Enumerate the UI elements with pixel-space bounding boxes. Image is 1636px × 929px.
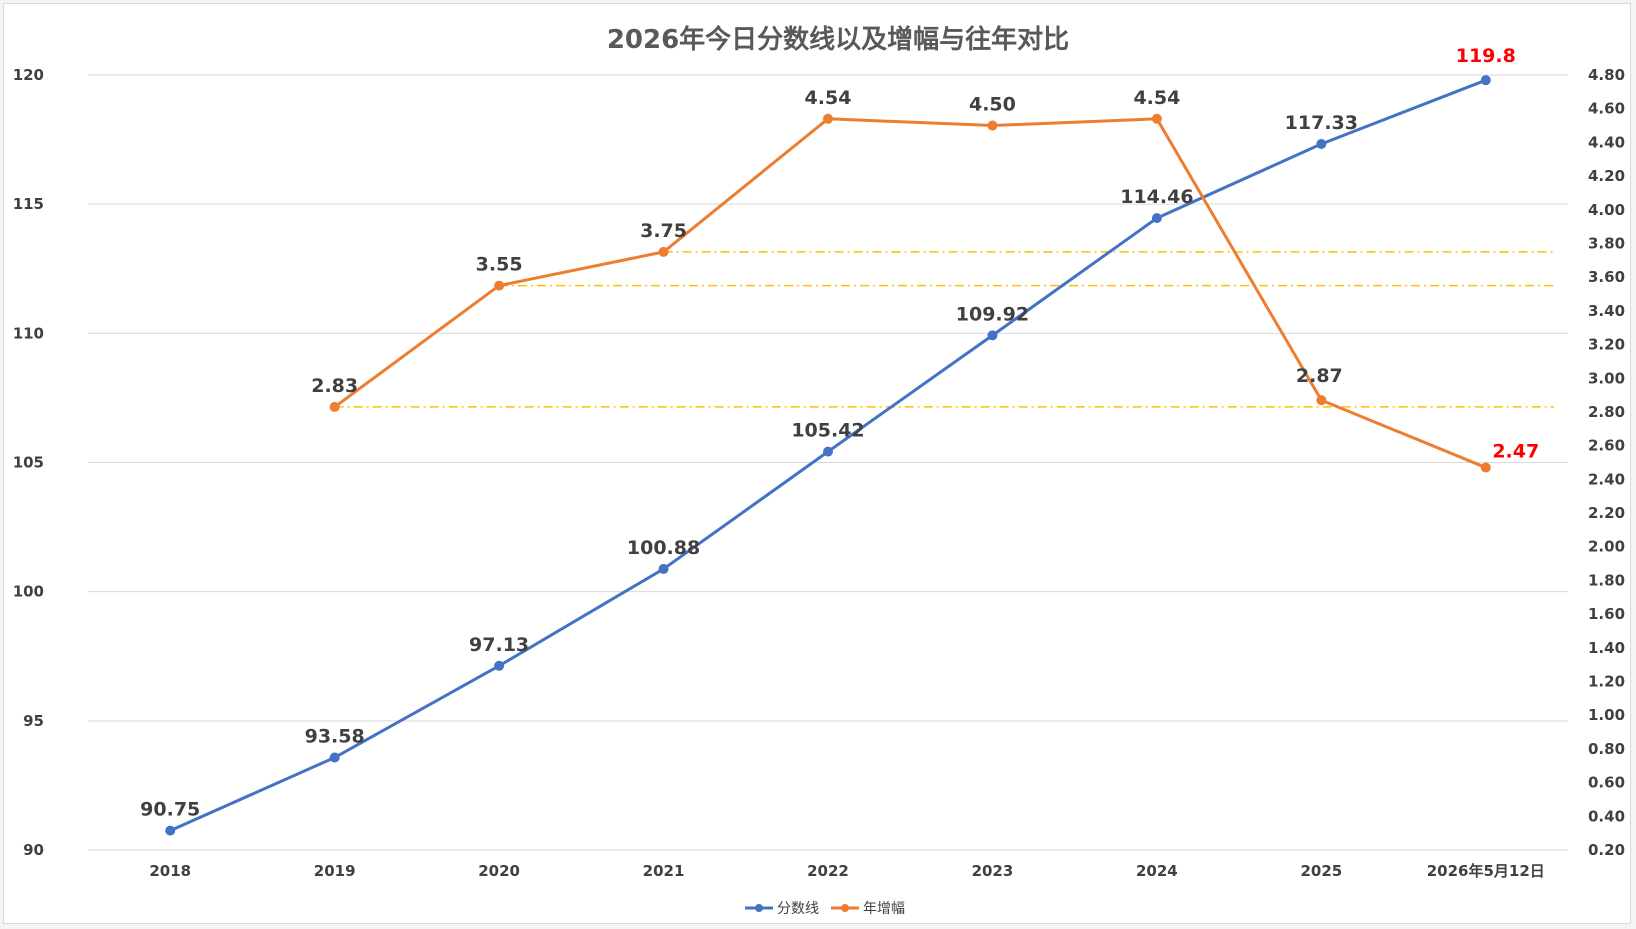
right-axis-tick-label: 0.20 [1588, 841, 1625, 859]
left-axis-tick-label: 120 [13, 66, 44, 84]
data-label: 2.83 [311, 375, 358, 397]
data-point [1480, 75, 1491, 86]
legend-marker [755, 904, 763, 912]
data-point [1151, 213, 1162, 224]
left-axis-tick-label: 105 [13, 454, 44, 472]
legend-label: 分数线 [777, 901, 819, 917]
right-axis-tick-label: 4.40 [1588, 133, 1625, 151]
data-label: 117.33 [1285, 112, 1358, 134]
legend-marker [841, 904, 849, 912]
left-axis-tick-label: 90 [23, 841, 44, 859]
x-axis-tick-label: 2019 [314, 862, 356, 880]
line-chart: 2026年今日分数线以及增幅与往年对比 9095100105110115120 … [13, 24, 1625, 917]
chart-frame: 2026年今日分数线以及增幅与往年对比 90 95 100 105 110 115 120 … [3, 3, 1631, 924]
data-label: 4.50 [969, 94, 1016, 116]
data-label: 3.75 [640, 220, 687, 242]
right-axis-tick-label: 4.80 [1588, 66, 1625, 84]
data-label: 4.54 [805, 87, 852, 109]
x-axis-tick-label: 2023 [972, 862, 1014, 880]
right-axis-tick-label: 1.80 [1588, 571, 1625, 589]
right-axis-tick-label: 3.20 [1588, 336, 1625, 354]
data-point [1151, 113, 1162, 124]
right-axis-tick-label: 1.00 [1588, 706, 1625, 724]
right-axis-tick-label: 4.60 [1588, 100, 1625, 118]
right-axis-tick-label: 2.20 [1588, 504, 1625, 522]
data-label: 105.42 [791, 420, 864, 442]
data-point [658, 246, 669, 257]
data-point [329, 752, 340, 763]
left-y-axis: 90 95 100 105 110 115 120 [13, 66, 44, 859]
legend-label: 年增幅 [863, 901, 905, 917]
right-axis-tick-label: 3.40 [1588, 302, 1625, 320]
data-point [165, 825, 176, 836]
right-axis-tick-label: 2.00 [1588, 538, 1625, 556]
right-axis-tick-label: 3.60 [1588, 268, 1625, 286]
data-label: 3.55 [476, 254, 523, 276]
x-axis-tick-label: 2025 [1300, 862, 1342, 880]
data-point [823, 113, 833, 124]
right-axis-tick-label: 3.80 [1588, 234, 1625, 252]
left-axis-tick-label: 110 [13, 324, 44, 342]
left-axis-tick-label: 100 [13, 583, 44, 601]
data-label: 97.13 [469, 634, 529, 656]
series-line [333, 117, 1487, 469]
data-label: 109.92 [956, 303, 1029, 325]
data-point [1316, 138, 1327, 149]
right-axis-tick-label: 3.00 [1588, 369, 1625, 387]
legend: 分数线 年增幅 [745, 901, 905, 917]
data-point [823, 446, 833, 457]
data-label: 90.75 [140, 799, 200, 821]
data-point [1480, 462, 1491, 473]
data-label: 119.8 [1456, 45, 1516, 67]
right-axis-tick-label: 4.20 [1588, 167, 1625, 185]
data-label: 2.87 [1296, 365, 1343, 387]
right-axis-tick-label: 2.80 [1588, 403, 1625, 421]
right-axis-tick-label: 1.20 [1588, 673, 1625, 691]
x-axis-tick-label: 2021 [643, 862, 685, 880]
x-axis-tick-label: 2024 [1136, 862, 1178, 880]
right-y-axis: 0.20 0.40 0.60 0.80 1.00 1.20 1.40 1.60 1.80 2.00… [1588, 66, 1625, 859]
left-axis-tick-label: 95 [23, 712, 44, 730]
right-axis-tick-label: 0.40 [1588, 807, 1625, 825]
right-axis-tick-label: 1.40 [1588, 639, 1625, 657]
right-axis-tick-label: 2.60 [1588, 437, 1625, 455]
data-point [1316, 395, 1327, 406]
data-label: 100.88 [627, 537, 700, 559]
chart-title: 2026年今日分数线以及增幅与往年对比 [607, 24, 1069, 55]
right-axis-tick-label: 2.40 [1588, 470, 1625, 488]
data-labels: 90.75 93.58 97.13 100.88 105.42 109.92 114.46 1… [140, 45, 1539, 820]
data-label: 4.54 [1133, 87, 1180, 109]
data-label: 93.58 [305, 726, 365, 748]
data-point [494, 660, 505, 671]
right-axis-tick-label: 1.60 [1588, 605, 1625, 623]
gridlines [88, 74, 1568, 851]
data-label: 114.46 [1120, 186, 1193, 208]
data-point [329, 401, 340, 412]
x-axis-tick-label: 2018 [149, 862, 191, 880]
x-axis-tick-label: 2020 [478, 862, 520, 880]
data-label: 2.47 [1492, 441, 1539, 463]
left-axis-tick-label: 115 [13, 195, 44, 213]
right-axis-tick-label: 4.00 [1588, 201, 1625, 219]
right-axis-tick-label: 0.80 [1588, 740, 1625, 758]
data-point [987, 120, 998, 131]
data-point [494, 280, 505, 291]
data-point [987, 330, 998, 341]
data-point [658, 563, 669, 574]
x-axis: 2018 2019 2020 2021 2022 2023 2024 2025 2026年5月1… [149, 862, 1544, 880]
x-axis-tick-label: 2026年5月12日 [1427, 862, 1545, 880]
right-axis-tick-label: 0.60 [1588, 774, 1625, 792]
series [165, 75, 1491, 836]
x-axis-tick-label: 2022 [807, 862, 849, 880]
